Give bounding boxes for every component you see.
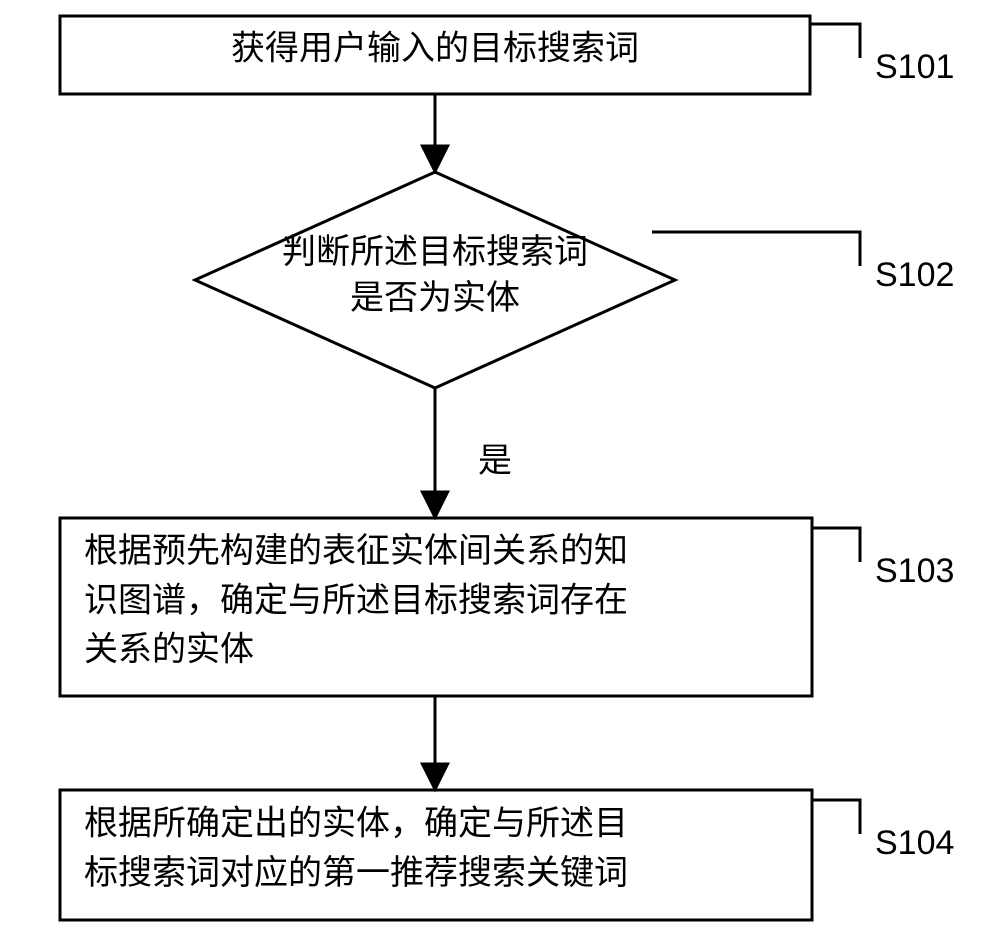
flow-process-s103: 根据预先构建的表征实体间关系的知识图谱，确定与所述目标搜索词存在关系的实体 (60, 518, 812, 696)
edge-label: 是 (478, 443, 512, 480)
flow-process-s101: 获得用户输入的目标搜索词 (60, 16, 810, 94)
node-text: 识图谱，确定与所述目标搜索词存在 (84, 581, 628, 619)
node-text: 根据所确定出的实体，确定与所述目 (84, 805, 628, 843)
step-label-callout-s101: S101 (810, 24, 954, 86)
step-label: S104 (875, 824, 954, 862)
flowchart-canvas: 获得用户输入的目标搜索词判断所述目标搜索词是否为实体根据预先构建的表征实体间关系… (0, 0, 1000, 936)
node-text: 关系的实体 (84, 631, 254, 669)
step-label: S103 (875, 552, 954, 590)
step-label: S102 (875, 256, 954, 294)
node-text: 获得用户输入的目标搜索词 (231, 29, 639, 67)
step-label-callout-s102: S102 (652, 232, 954, 294)
flow-process-s104: 根据所确定出的实体，确定与所述目标搜索词对应的第一推荐搜索关键词 (60, 790, 812, 920)
flow-decision-s102: 判断所述目标搜索词是否为实体 (195, 172, 675, 388)
flow-edge-s102-s103: 是 (435, 388, 512, 518)
node-text: 是否为实体 (350, 279, 520, 317)
step-label-callout-s104: S104 (812, 800, 954, 862)
step-label-callout-s103: S103 (812, 528, 954, 590)
node-text: 根据预先构建的表征实体间关系的知 (84, 532, 628, 570)
step-label: S101 (875, 48, 954, 86)
node-text: 标搜索词对应的第一推荐搜索关键词 (84, 854, 628, 892)
node-text: 判断所述目标搜索词 (282, 233, 588, 271)
